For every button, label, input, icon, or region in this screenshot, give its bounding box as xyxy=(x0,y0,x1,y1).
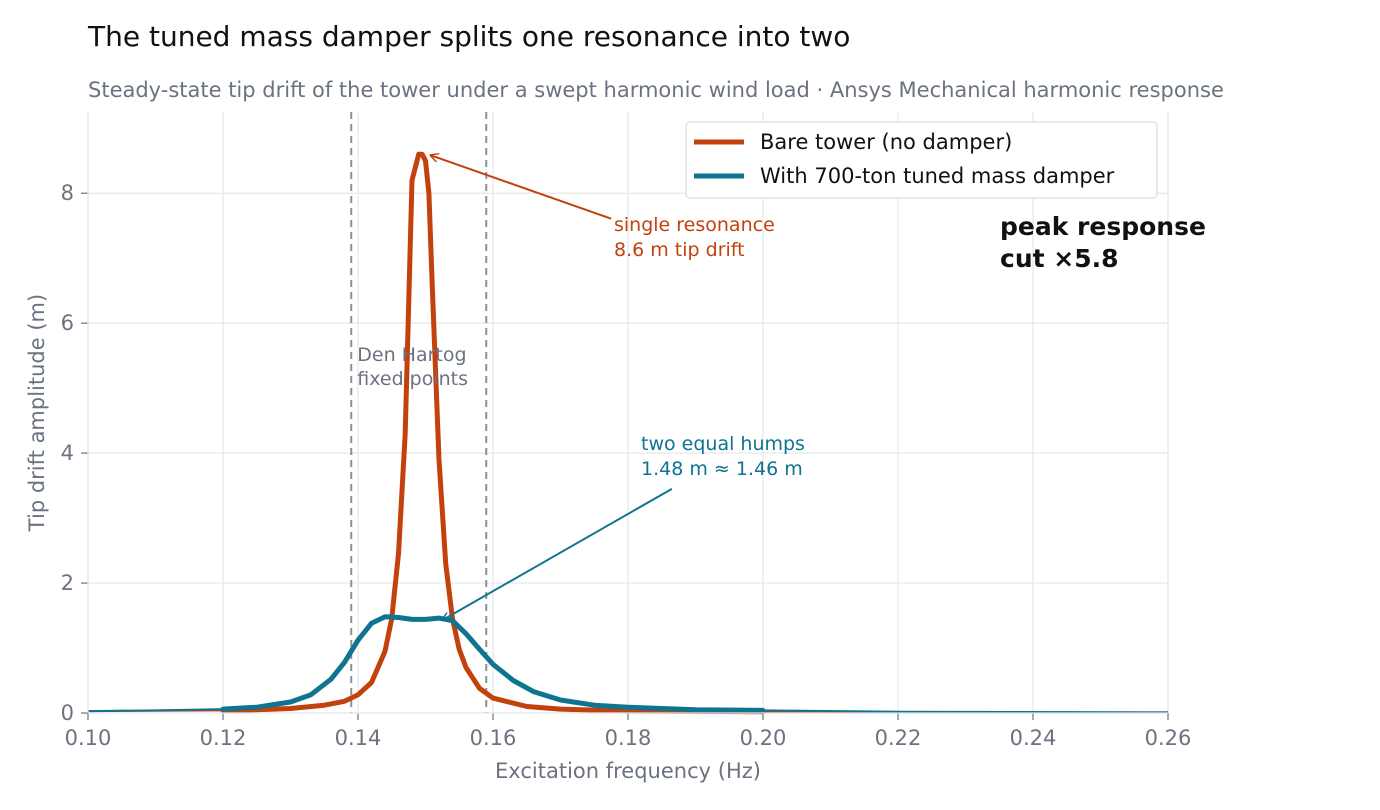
legend-label: With 700-ton tuned mass damper xyxy=(760,164,1115,188)
den-hartog-label-line: fixed points xyxy=(357,368,468,390)
y-tick-label: 2 xyxy=(61,571,74,595)
x-tick-label: 0.14 xyxy=(335,726,382,750)
x-tick-label: 0.24 xyxy=(1010,726,1057,750)
legend-box xyxy=(685,121,1158,199)
x-tick-label: 0.10 xyxy=(65,726,112,750)
series-line xyxy=(220,614,766,713)
bare-peak-arrow xyxy=(431,155,612,220)
x-tick-label: 0.22 xyxy=(875,726,922,750)
bare-peak-annotation-line: single resonance xyxy=(614,214,775,236)
x-tick-label: 0.12 xyxy=(200,726,247,750)
legend-label: Bare tower (no damper) xyxy=(760,130,1012,154)
den-hartog-label-line: Den Hartog xyxy=(357,344,466,366)
y-tick-label: 4 xyxy=(61,441,74,465)
x-tick-label: 0.26 xyxy=(1145,726,1192,750)
annotations: Den Hartog fixed points single resonance 8.… xyxy=(357,155,1206,620)
tmd-humps-annotation: two equal humps 1.48 m ≈ 1.46 m xyxy=(641,433,805,480)
y-tick-label: 0 xyxy=(61,701,74,725)
y-tick-label: 8 xyxy=(61,181,74,205)
chart-title: The tuned mass damper splits one resonan… xyxy=(88,20,851,53)
tmd-humps-annotation-line: 1.48 m ≈ 1.46 m xyxy=(641,458,803,480)
peak-reduction-summary-line: peak response xyxy=(1000,212,1206,241)
den-hartog-label: Den Hartog fixed points xyxy=(357,344,468,390)
reference-lines xyxy=(350,112,488,713)
x-axis-label: Excitation frequency (Hz) xyxy=(495,759,761,783)
chart-subtitle: Steady-state tip drift of the tower unde… xyxy=(88,78,1224,102)
tmd-humps-annotation-line: two equal humps xyxy=(641,433,805,455)
x-tick-label: 0.20 xyxy=(740,726,787,750)
x-tick-label: 0.16 xyxy=(470,726,517,750)
y-axis-label: Tip drift amplitude (m) xyxy=(25,294,49,532)
series-line xyxy=(220,151,766,715)
bare-peak-annotation-line: 8.6 m tip drift xyxy=(614,239,745,261)
legend: Bare tower (no damper) With 700-ton tuned… xyxy=(685,121,1158,199)
tmd-humps-arrow xyxy=(442,487,673,620)
bare-peak-annotation: single resonance 8.6 m tip drift xyxy=(614,214,775,261)
axes: 0.10 0.12 0.14 0.16 0.18 0.20 0.22 0.24 0.26 0 2 4 6… xyxy=(25,112,1191,783)
series-lines xyxy=(87,151,1169,715)
peak-reduction-summary-line: cut ×5.8 xyxy=(1000,244,1119,273)
x-tick-label: 0.18 xyxy=(605,726,652,750)
peak-reduction-summary: peak response cut ×5.8 xyxy=(1000,212,1206,273)
grid xyxy=(87,112,1169,714)
y-tick-label: 6 xyxy=(61,311,74,335)
